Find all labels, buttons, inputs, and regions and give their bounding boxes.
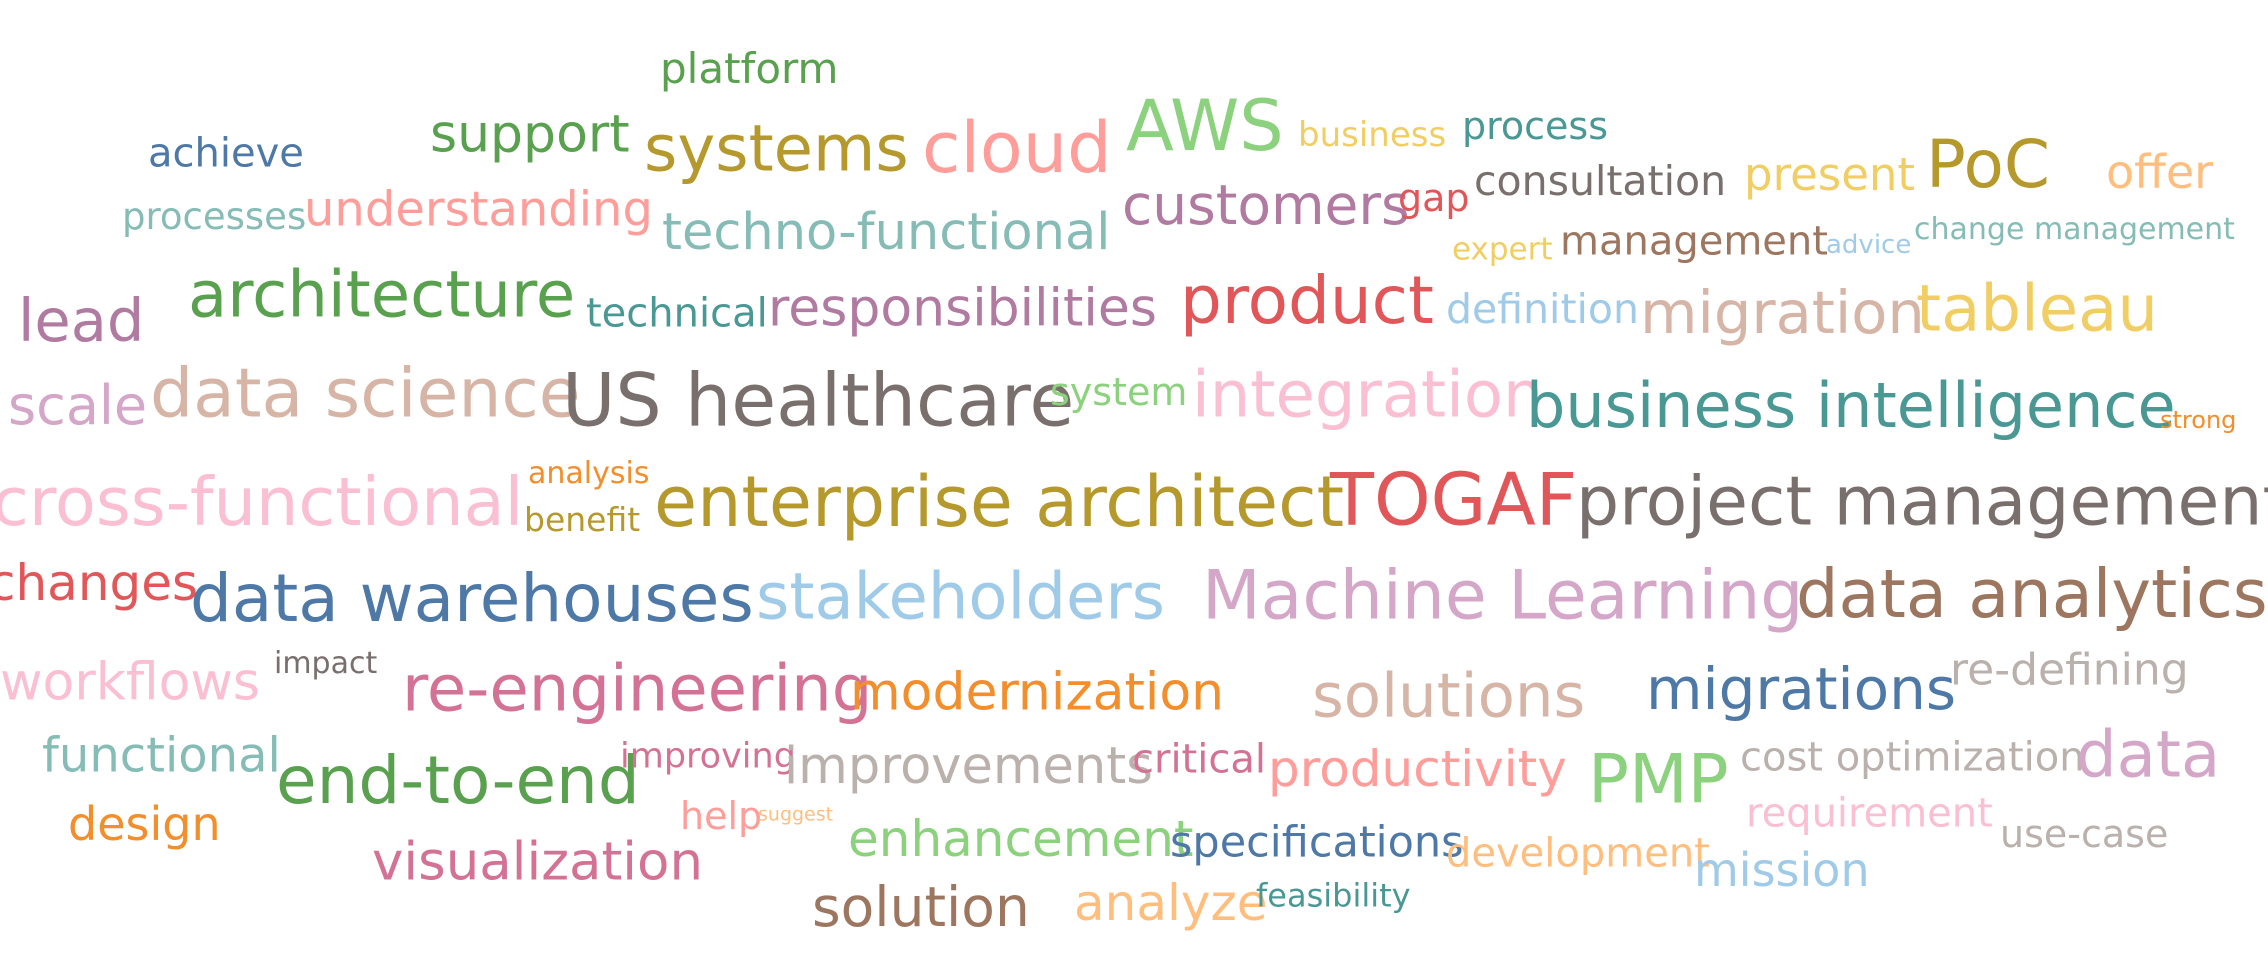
word-system: system bbox=[1050, 370, 1188, 415]
word-re-defining: re-defining bbox=[1950, 644, 2189, 696]
word-workflows: workflows bbox=[0, 652, 261, 713]
word-stakeholders: stakeholders bbox=[756, 560, 1165, 635]
word-data-science: data science bbox=[150, 354, 581, 434]
word-process: process bbox=[1462, 104, 1609, 149]
word-advice: advice bbox=[1826, 230, 1912, 261]
word-business-intelligence: business intelligence bbox=[1526, 368, 2176, 442]
word-lead: lead bbox=[18, 286, 145, 356]
word-aws: AWS bbox=[1126, 84, 1284, 167]
word-cross-functional: cross-functional bbox=[0, 463, 524, 542]
word-visualization: visualization bbox=[372, 831, 704, 893]
word-expert: expert bbox=[1452, 231, 1553, 268]
word-machine-learning: Machine Learning bbox=[1202, 556, 1804, 636]
word-business: business bbox=[1298, 115, 1447, 156]
word-end-to-end: end-to-end bbox=[276, 741, 640, 819]
word-analysis: analysis bbox=[528, 456, 650, 492]
word-strong: strong bbox=[2160, 405, 2237, 434]
word-productivity: productivity bbox=[1268, 740, 1567, 798]
word-scale: scale bbox=[8, 373, 148, 437]
word-functional: functional bbox=[42, 727, 281, 784]
word-benefit: benefit bbox=[524, 499, 641, 539]
word-feasibility: feasibility bbox=[1256, 876, 1411, 915]
word-re-engineering: re-engineering bbox=[402, 652, 873, 727]
word-present: present bbox=[1744, 147, 1916, 201]
word-us-healthcare: US healthcare bbox=[562, 358, 1075, 444]
word-management: management bbox=[1560, 218, 1828, 265]
word-specifications: specifications bbox=[1170, 817, 1464, 868]
word-impact: impact bbox=[274, 646, 378, 682]
word-enhancement: enhancement bbox=[848, 810, 1194, 868]
word-processes: processes bbox=[122, 194, 307, 238]
word-migration: migration bbox=[1640, 278, 1925, 348]
word-data-analytics: data analytics bbox=[1796, 555, 2268, 634]
word-migrations: migrations bbox=[1646, 654, 1957, 723]
word-help: help bbox=[680, 794, 763, 839]
word-gap: gap bbox=[1398, 176, 1470, 221]
word-data: data bbox=[2076, 718, 2221, 793]
word-development: development bbox=[1446, 830, 1710, 877]
word-requirement: requirement bbox=[1746, 790, 1993, 837]
word-systems: systems bbox=[644, 112, 909, 187]
word-tableau: tableau bbox=[1916, 272, 2158, 347]
word-analyze: analyze bbox=[1074, 874, 1268, 932]
word-data-warehouses: data warehouses bbox=[190, 559, 754, 637]
word-poc: PoC bbox=[1926, 125, 2050, 203]
word-change-management: change management bbox=[1914, 212, 2235, 248]
word-consultation: consultation bbox=[1474, 156, 1727, 205]
word-improving: improving bbox=[620, 736, 796, 777]
word-solution: solution bbox=[812, 875, 1030, 940]
word-critical: critical bbox=[1132, 736, 1266, 783]
word-product: product bbox=[1180, 261, 1434, 339]
word-improvements: improvements bbox=[784, 737, 1153, 797]
word-architecture: architecture bbox=[188, 258, 576, 333]
word-use-case: use-case bbox=[2000, 812, 2169, 857]
word-togaf: TOGAF bbox=[1330, 457, 1578, 542]
word-integration: integration bbox=[1192, 358, 1544, 433]
word-offer: offer bbox=[2106, 145, 2214, 200]
word-cost-optimization: cost optimization bbox=[1740, 734, 2085, 781]
word-pmp: PMP bbox=[1588, 740, 1729, 820]
word-platform: platform bbox=[660, 44, 839, 94]
word-enterprise-architect: enterprise architect bbox=[654, 460, 1345, 543]
word-understanding: understanding bbox=[304, 181, 653, 238]
word-modernization: modernization bbox=[850, 662, 1225, 723]
word-customers: customers bbox=[1122, 173, 1410, 238]
word-mission: mission bbox=[1694, 843, 1870, 898]
word-solutions: solutions bbox=[1312, 660, 1586, 732]
word-responsibilities: responsibilities bbox=[768, 278, 1157, 339]
word-technical: technical bbox=[586, 290, 768, 337]
word-suggest: suggest bbox=[758, 803, 834, 826]
word-changes: changes bbox=[0, 554, 199, 612]
word-definition: definition bbox=[1446, 284, 1639, 333]
word-achieve: achieve bbox=[148, 130, 304, 177]
word-support: support bbox=[430, 104, 630, 165]
word-cloud: cloud bbox=[922, 106, 1112, 189]
word-techno-functional: techno-functional bbox=[662, 203, 1111, 263]
word-project-management: project management bbox=[1576, 462, 2268, 542]
word-design: design bbox=[68, 797, 221, 852]
